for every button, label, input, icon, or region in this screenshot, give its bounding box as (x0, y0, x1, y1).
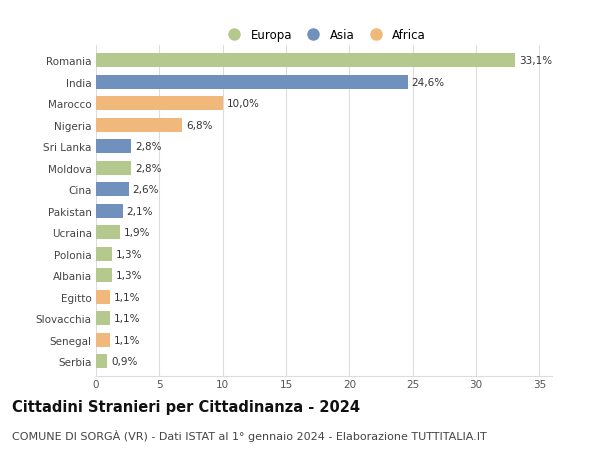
Bar (96, 269, 112, 282)
Bar (96, 354, 107, 368)
Text: Cittadini Stranieri per Cittadinanza - 2024: Cittadini Stranieri per Cittadinanza - 2… (12, 399, 360, 414)
Text: 1,1%: 1,1% (114, 335, 140, 345)
Text: 6,8%: 6,8% (186, 120, 212, 130)
Text: 2,6%: 2,6% (133, 185, 159, 195)
Bar (96, 333, 110, 347)
Bar (96, 54, 515, 68)
Legend: Europa, Asia, Africa: Europa, Asia, Africa (218, 25, 430, 45)
Bar (96, 140, 131, 154)
Text: 2,8%: 2,8% (135, 142, 162, 152)
Bar (96, 290, 110, 304)
Text: 1,1%: 1,1% (114, 313, 140, 324)
Text: 0,9%: 0,9% (111, 356, 137, 366)
Bar (96, 183, 129, 196)
Bar (96, 161, 131, 175)
Text: 10,0%: 10,0% (226, 99, 259, 109)
Text: 33,1%: 33,1% (519, 56, 552, 66)
Text: 2,8%: 2,8% (135, 163, 162, 173)
Text: 1,1%: 1,1% (114, 292, 140, 302)
Bar (96, 312, 110, 325)
Text: 24,6%: 24,6% (412, 78, 445, 87)
Bar (96, 75, 407, 90)
Bar (96, 204, 122, 218)
Bar (96, 226, 120, 240)
Text: COMUNE DI SORGÀ (VR) - Dati ISTAT al 1° gennaio 2024 - Elaborazione TUTTITALIA.I: COMUNE DI SORGÀ (VR) - Dati ISTAT al 1° … (12, 429, 487, 441)
Text: 1,9%: 1,9% (124, 228, 151, 238)
Text: 2,1%: 2,1% (127, 206, 153, 216)
Bar (96, 97, 223, 111)
Bar (96, 118, 182, 132)
Text: 1,3%: 1,3% (116, 249, 143, 259)
Bar (96, 247, 112, 261)
Text: 1,3%: 1,3% (116, 270, 143, 280)
